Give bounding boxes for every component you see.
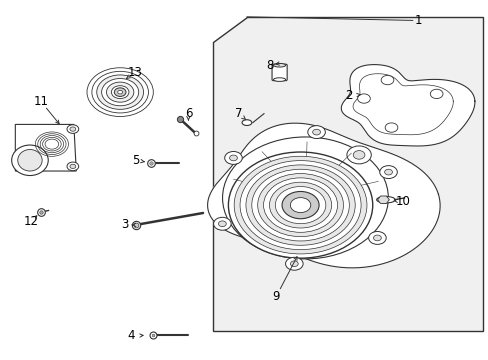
Circle shape [218, 221, 226, 227]
Circle shape [379, 166, 397, 179]
Circle shape [106, 82, 134, 102]
Ellipse shape [18, 149, 42, 171]
Text: 13: 13 [127, 66, 142, 79]
Circle shape [380, 75, 393, 85]
Circle shape [115, 89, 125, 96]
Circle shape [290, 198, 310, 213]
FancyBboxPatch shape [271, 64, 286, 81]
Text: 11: 11 [33, 95, 48, 108]
Circle shape [245, 165, 354, 245]
Polygon shape [341, 64, 474, 146]
Circle shape [251, 169, 348, 241]
Circle shape [290, 261, 298, 267]
Circle shape [234, 156, 366, 254]
Circle shape [282, 192, 319, 219]
Polygon shape [15, 125, 76, 171]
Polygon shape [207, 123, 439, 268]
Circle shape [118, 90, 122, 94]
Circle shape [257, 174, 343, 237]
Circle shape [312, 129, 320, 135]
Circle shape [213, 217, 231, 230]
Ellipse shape [273, 63, 285, 67]
Circle shape [102, 78, 139, 106]
Circle shape [368, 231, 386, 244]
Circle shape [229, 155, 237, 161]
Circle shape [307, 126, 325, 139]
Circle shape [263, 178, 337, 232]
Circle shape [87, 68, 153, 117]
Circle shape [222, 137, 387, 259]
Ellipse shape [242, 120, 251, 126]
Text: 7: 7 [234, 107, 242, 120]
Ellipse shape [12, 145, 48, 176]
Ellipse shape [273, 78, 285, 81]
Circle shape [111, 86, 129, 99]
Circle shape [275, 186, 325, 224]
Text: 4: 4 [127, 329, 135, 342]
Circle shape [346, 146, 370, 164]
Polygon shape [212, 17, 483, 330]
Circle shape [285, 257, 303, 270]
Circle shape [114, 88, 126, 96]
Text: 12: 12 [23, 215, 39, 228]
Circle shape [373, 235, 381, 241]
Text: 1: 1 [414, 14, 422, 27]
Text: 5: 5 [132, 154, 140, 167]
Circle shape [269, 182, 331, 228]
Polygon shape [377, 196, 388, 203]
Text: 8: 8 [265, 59, 273, 72]
Circle shape [70, 164, 76, 168]
Circle shape [228, 152, 372, 258]
Circle shape [384, 169, 392, 175]
Text: 6: 6 [184, 107, 192, 120]
Circle shape [92, 71, 148, 113]
Circle shape [429, 89, 442, 99]
Ellipse shape [376, 197, 394, 203]
Text: 3: 3 [121, 218, 128, 231]
Circle shape [224, 152, 242, 165]
Circle shape [240, 161, 360, 249]
Circle shape [67, 125, 79, 134]
Circle shape [70, 127, 76, 131]
Text: 10: 10 [395, 195, 409, 208]
Circle shape [352, 150, 364, 159]
Circle shape [357, 94, 369, 103]
Circle shape [385, 123, 397, 132]
Circle shape [67, 162, 79, 171]
Text: 2: 2 [345, 89, 352, 102]
Circle shape [97, 75, 143, 109]
Text: 9: 9 [272, 290, 279, 303]
